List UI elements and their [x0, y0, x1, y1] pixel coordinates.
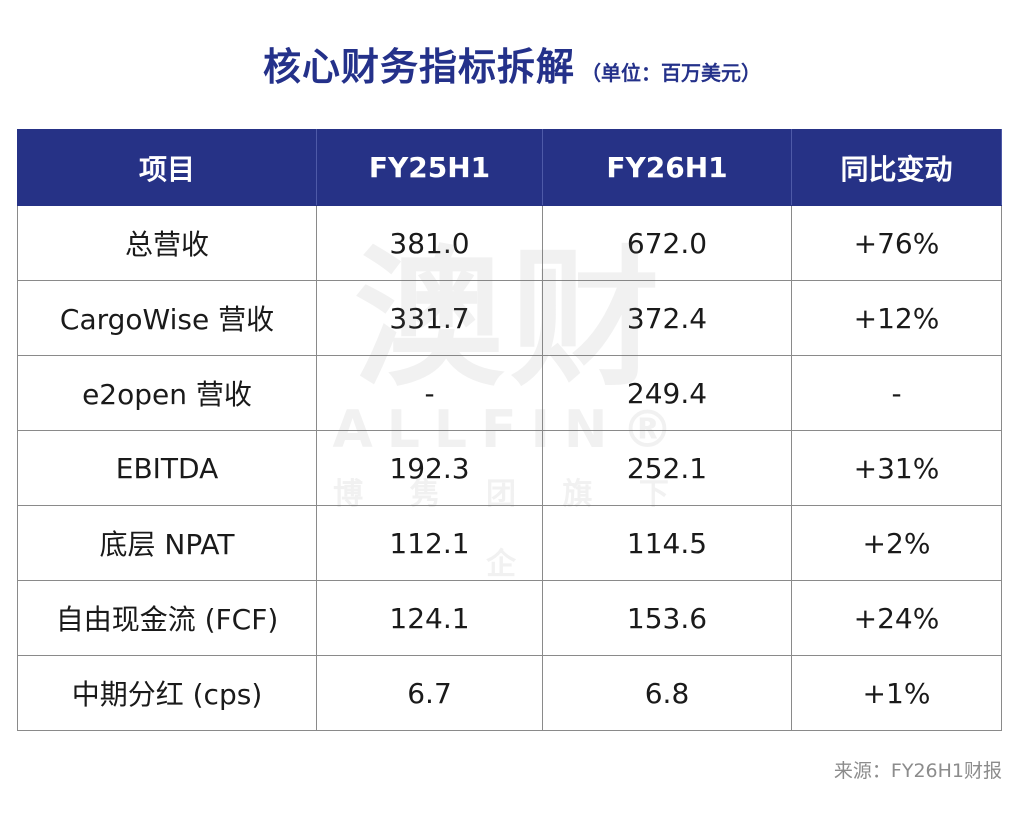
table-header-row: 项目 FY25H1 FY26H1 同比变动	[17, 129, 1002, 206]
table-row: EBITDA 192.3 252.1 +31%	[17, 430, 1002, 506]
cell-yoy-change: +1%	[791, 655, 1002, 731]
cell-fy26h1: 153.6	[542, 580, 792, 656]
table-row: 总营收 381.0 672.0 +76%	[17, 205, 1002, 281]
table-row: e2open 营收 - 249.4 -	[17, 355, 1002, 431]
row-label: 总营收	[17, 205, 317, 281]
cell-yoy-change: +76%	[791, 205, 1002, 281]
cell-yoy-change: +31%	[791, 430, 1002, 506]
header-fy26h1: FY26H1	[542, 129, 792, 206]
table-row: 自由现金流 (FCF) 124.1 153.6 +24%	[17, 580, 1002, 656]
cell-yoy-change: +2%	[791, 505, 1002, 581]
cell-fy25h1: 124.1	[316, 580, 543, 656]
row-label: 中期分红 (cps)	[17, 655, 317, 731]
header-item: 项目	[17, 129, 317, 206]
row-label: 自由现金流 (FCF)	[17, 580, 317, 656]
title-main: 核心财务指标拆解	[262, 45, 575, 89]
cell-fy26h1: 372.4	[542, 280, 792, 356]
row-label: e2open 营收	[17, 355, 317, 431]
financial-table: 项目 FY25H1 FY26H1 同比变动 总营收 381.0 672.0 +7…	[17, 129, 1002, 731]
header-fy25h1: FY25H1	[316, 129, 543, 206]
row-label: 底层 NPAT	[17, 505, 317, 581]
source-note: 来源：FY26H1财报	[833, 760, 1002, 782]
row-label: CargoWise 营收	[17, 280, 317, 356]
cell-fy26h1: 672.0	[542, 205, 792, 281]
cell-yoy-change: -	[791, 355, 1002, 431]
cell-fy25h1: 112.1	[316, 505, 543, 581]
cell-fy25h1: 381.0	[316, 205, 543, 281]
cell-fy25h1: 331.7	[316, 280, 543, 356]
page-title: 核心财务指标拆解 （单位：百万美元）	[0, 36, 1024, 91]
cell-fy26h1: 249.4	[542, 355, 792, 431]
cell-yoy-change: +12%	[791, 280, 1002, 356]
cell-yoy-change: +24%	[791, 580, 1002, 656]
cell-fy25h1: 192.3	[316, 430, 543, 506]
row-label: EBITDA	[17, 430, 317, 506]
cell-fy25h1: 6.7	[316, 655, 543, 731]
header-yoy-change: 同比变动	[791, 129, 1002, 206]
table-row: 底层 NPAT 112.1 114.5 +2%	[17, 505, 1002, 581]
cell-fy26h1: 6.8	[542, 655, 792, 731]
cell-fy26h1: 252.1	[542, 430, 792, 506]
table-row: 中期分红 (cps) 6.7 6.8 +1%	[17, 655, 1002, 731]
title-unit: （单位：百万美元）	[581, 61, 761, 85]
cell-fy25h1: -	[316, 355, 543, 431]
table-row: CargoWise 营收 331.7 372.4 +12%	[17, 280, 1002, 356]
cell-fy26h1: 114.5	[542, 505, 792, 581]
